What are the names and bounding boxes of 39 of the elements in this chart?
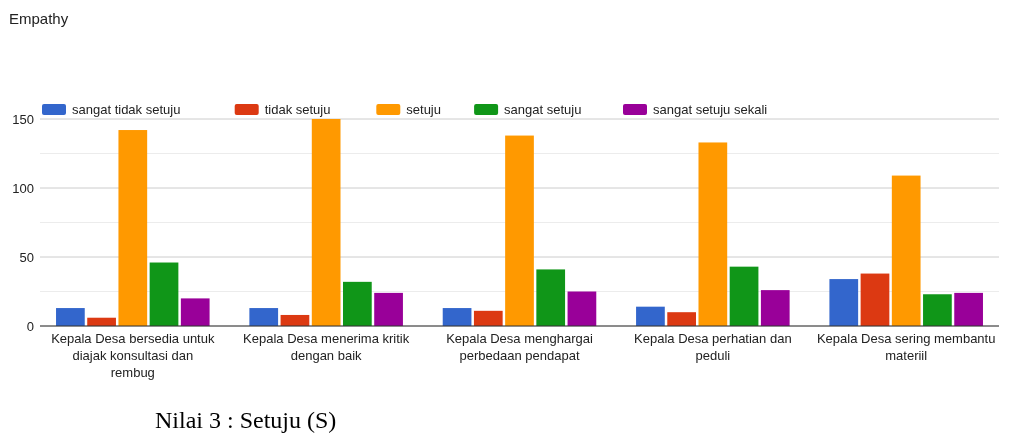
bar [505,135,534,326]
y-tick-label: 150 [12,111,34,127]
bar [180,298,210,326]
bar [729,266,759,326]
bar [698,142,728,326]
bar [667,312,696,326]
x-tick-label: Kepala Desa menghargai perbedaan pendapat [446,331,593,363]
bar [536,269,566,326]
bar [442,308,472,326]
legend-label: sangat tidak setuju [72,102,181,117]
legend-label: sangat setuju sekali [653,102,768,117]
x-tick-label: Kepala Desa perhatian dan peduli [634,331,792,363]
bar [118,130,148,326]
bar [860,273,890,326]
bar [829,279,859,326]
y-tick-label: 0 [26,318,34,334]
bar [56,308,85,326]
bar [567,291,597,326]
legend-label: tidak setuju [264,102,331,117]
y-tick-label: 50 [19,249,34,265]
bar [760,290,790,326]
text: Nilai 3 : Setuju (S) [155,407,337,433]
legend-label: setuju [406,102,441,117]
chart-title: Empathy [9,10,69,27]
x-tick-label: Kepala Desa bersedia untuk diajak konsultasi dan rembug [51,331,215,380]
x-tick-label: Kepala Desa sering membantu materiil [816,331,996,363]
bar [891,175,921,326]
bar [311,119,341,326]
bar [374,292,403,326]
bar [636,306,665,326]
bar [473,310,503,326]
bar [923,294,952,326]
bar [343,281,372,326]
bar [149,262,179,326]
legend-label: sangat setuju [504,102,582,117]
bar [954,292,983,326]
bar [249,308,279,326]
y-tick-label: 100 [12,180,34,196]
x-tick-label: Kepala Desa menerima kritik dengan baik [243,331,410,363]
